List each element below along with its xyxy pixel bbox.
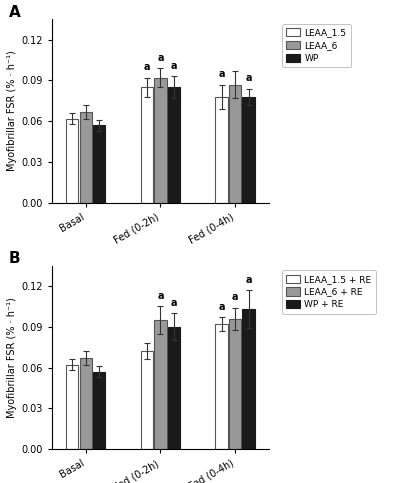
- Bar: [168, 327, 180, 449]
- Text: a: a: [232, 292, 238, 302]
- Bar: [154, 78, 166, 203]
- Text: a: a: [157, 53, 164, 63]
- Bar: [79, 112, 92, 203]
- Bar: [66, 118, 79, 203]
- Y-axis label: Myofibrillar FSR (% · h⁻¹): Myofibrillar FSR (% · h⁻¹): [8, 51, 17, 171]
- Bar: [79, 358, 92, 449]
- Bar: [141, 87, 153, 203]
- Bar: [229, 85, 241, 203]
- Bar: [215, 324, 228, 449]
- Text: a: a: [144, 62, 150, 72]
- Y-axis label: Myofibrillar FSR (% · h⁻¹): Myofibrillar FSR (% · h⁻¹): [8, 297, 17, 418]
- Bar: [242, 97, 255, 203]
- Bar: [154, 320, 166, 449]
- Text: a: a: [170, 61, 177, 71]
- Bar: [229, 319, 241, 449]
- Text: a: a: [157, 291, 164, 301]
- Text: A: A: [9, 5, 20, 20]
- Text: a: a: [219, 69, 225, 79]
- Text: B: B: [9, 251, 20, 266]
- Bar: [215, 97, 228, 203]
- Bar: [168, 87, 180, 203]
- Text: a: a: [245, 275, 252, 284]
- Bar: [93, 126, 105, 203]
- Bar: [93, 372, 105, 449]
- Text: a: a: [245, 73, 252, 83]
- Legend: LEAA_1.5, LEAA_6, WP: LEAA_1.5, LEAA_6, WP: [282, 24, 351, 68]
- Legend: LEAA_1.5 + RE, LEAA_6 + RE, WP + RE: LEAA_1.5 + RE, LEAA_6 + RE, WP + RE: [282, 270, 376, 314]
- Bar: [141, 351, 153, 449]
- Bar: [66, 365, 79, 449]
- Bar: [242, 309, 255, 449]
- Text: a: a: [170, 298, 177, 308]
- Text: a: a: [219, 302, 225, 312]
